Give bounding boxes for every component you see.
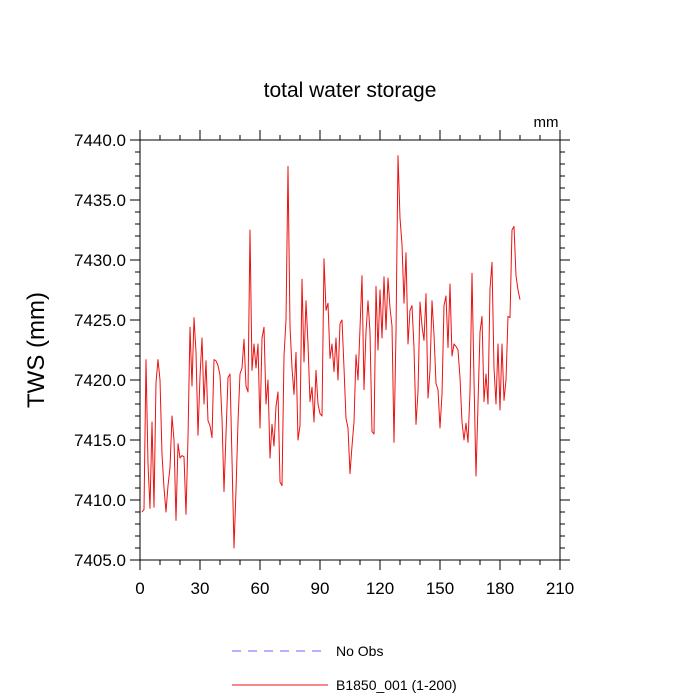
plot-frame [139,139,561,561]
y-tick-label: 7430.0 [74,251,126,270]
y-tick-label: 7425.0 [74,311,126,330]
legend-label-b1850: B1850_001 (1-200) [336,677,457,693]
x-tick-label: 210 [546,579,574,598]
y-tick-label: 7410.0 [74,491,126,510]
x-tick-label: 90 [311,579,330,598]
y-axis-label: TWS (mm) [23,292,50,408]
x-tick-label: 60 [251,579,270,598]
x-tick-label: 30 [191,579,210,598]
x-tick-label: 120 [366,579,394,598]
units-label: mm [534,114,559,131]
y-tick-label: 7435.0 [74,191,126,210]
plot-series [141,155,521,549]
legend-label-no-obs: No Obs [336,643,383,659]
x-tick-label: 180 [486,579,514,598]
tick-labels: 0 30 60 90 120 150 180 210 7405.0 7410.0 7415.0 742… [74,131,574,598]
x-tick-label: 0 [135,579,144,598]
y-tick-label: 7420.0 [74,371,126,390]
legend: No Obs B1850_001 (1-200) [232,643,457,693]
chart-title: total water storage [264,79,437,102]
x-tick-label: 150 [426,579,454,598]
y-tick-label: 7440.0 [74,131,126,150]
y-tick-label: 7415.0 [74,431,126,450]
axis-ticks [130,130,570,570]
series-line-1 [141,155,521,549]
y-tick-label: 7405.0 [74,551,126,570]
